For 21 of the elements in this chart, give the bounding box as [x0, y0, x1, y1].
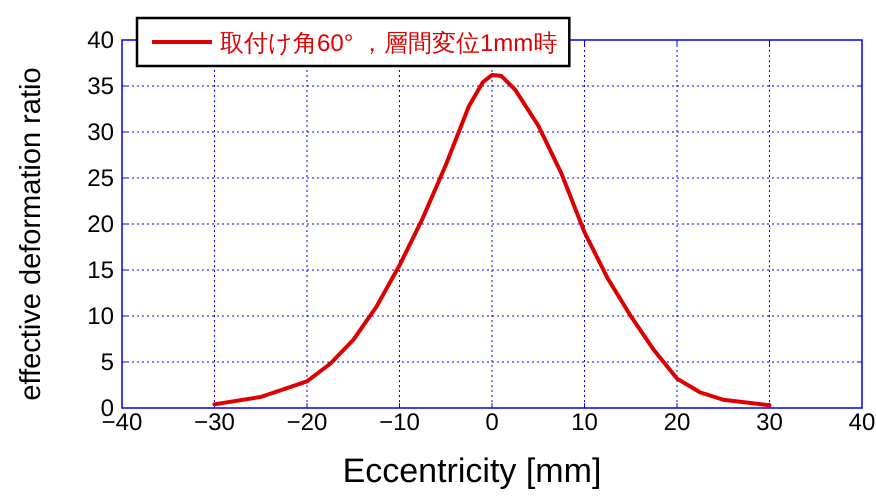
y-tick-label: 40 — [87, 27, 114, 54]
y-tick-label: 35 — [87, 73, 114, 100]
x-tick-label: 30 — [756, 409, 783, 436]
x-tick-label: 10 — [571, 409, 598, 436]
y-tick-label: 10 — [87, 303, 114, 330]
line-series — [212, 72, 772, 408]
x-axis-title: Eccentricity [mm] — [342, 452, 602, 490]
y-tick-label: 25 — [87, 165, 114, 192]
x-tick-label: 0 — [485, 409, 499, 436]
x-tick-label: −30 — [194, 409, 235, 436]
x-tick-label: −20 — [286, 409, 328, 436]
y-axis-title: effective deformation ratio — [15, 67, 47, 401]
y-tick-label: 30 — [87, 119, 114, 146]
y-tick-label: 20 — [87, 211, 114, 238]
x-tick-label: 40 — [848, 409, 876, 436]
legend: 取付け角60° ，層間変位1mm時 — [136, 16, 571, 68]
x-tick-label: −10 — [379, 409, 420, 436]
y-tick-label: 15 — [87, 257, 114, 284]
y-tick-label: 5 — [100, 349, 114, 376]
legend-label: 取付け角60° ，層間変位1mm時 — [220, 30, 558, 57]
x-tick-label: 20 — [664, 409, 690, 436]
